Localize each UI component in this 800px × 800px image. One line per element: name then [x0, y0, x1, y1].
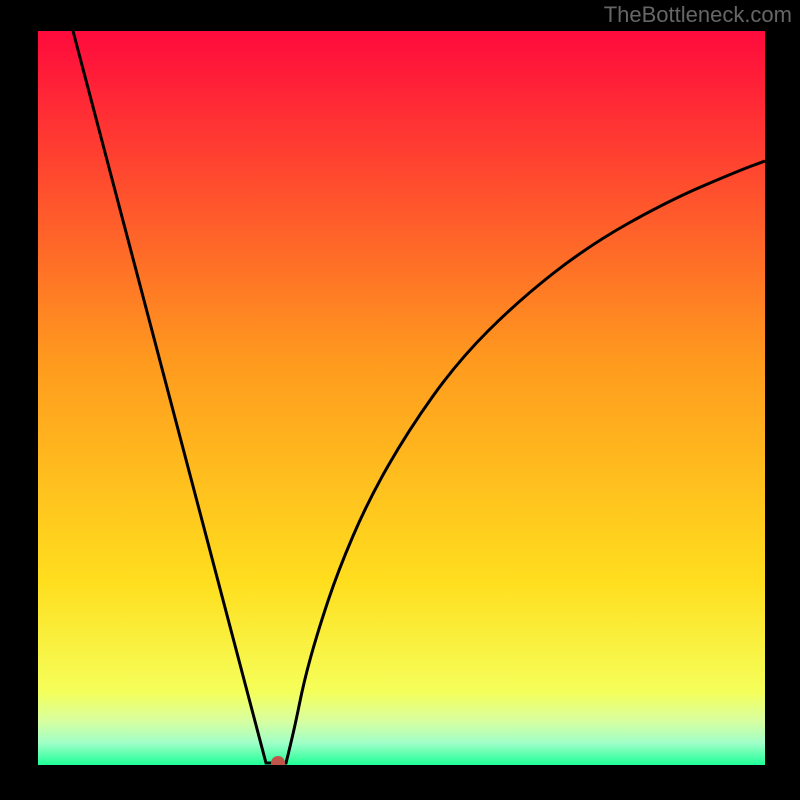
min-marker	[271, 756, 285, 765]
watermark-text: TheBottleneck.com	[604, 2, 792, 28]
chart-svg	[38, 31, 765, 765]
chart-plot-area	[38, 31, 765, 765]
curve-path	[73, 31, 765, 763]
